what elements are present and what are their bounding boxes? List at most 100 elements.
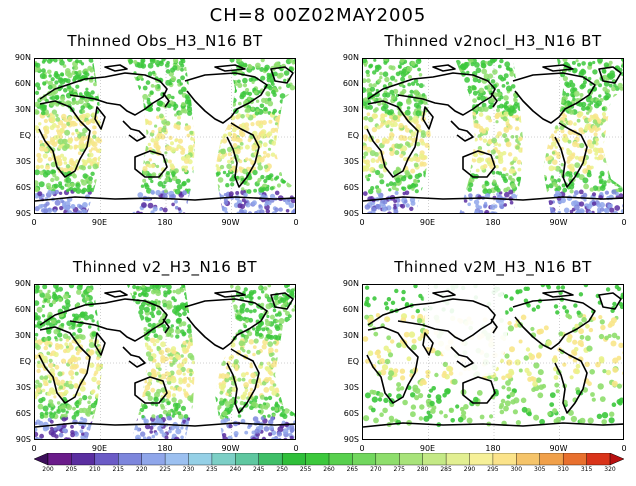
lat-tick-label: 90N (342, 279, 359, 288)
colorbar-tick-label: 290 (463, 466, 476, 473)
map-panel-obs: Thinned Obs_H3_N16 BT (34, 32, 296, 244)
colorbar-tick-label: 310 (557, 466, 569, 473)
colorbar-bin (352, 452, 377, 466)
colorbar-tick-label: 320 (604, 466, 616, 473)
swath-gap (513, 59, 563, 213)
colorbar-bin (375, 452, 400, 466)
lon-tick-label: 0 (293, 444, 299, 453)
colorbar-scale (33, 452, 625, 466)
map-panel-v2m: Thinned v2M_H3_N16 BT (362, 258, 624, 470)
colorbar-bin (71, 452, 96, 466)
colorbar-tick-label: 220 (135, 466, 148, 473)
map-panel-v2: Thinned v2_H3_N16 BT (34, 258, 296, 470)
colorbar-bin (281, 452, 307, 466)
gridlines (35, 59, 295, 213)
lat-tick-label: 30S (15, 383, 31, 392)
colorbar-labels: 200 205 210 215 220 225 230 235 240 245 250 255 260 2… (34, 466, 624, 476)
map-area (34, 284, 296, 440)
coastlines (35, 64, 295, 202)
swath-gap (185, 285, 235, 439)
lon-tick-label: 0 (293, 218, 299, 227)
lat-tick-label: 90S (343, 435, 359, 444)
colorbar-bin (469, 452, 494, 466)
colorbar-tick-label: 275 (393, 466, 405, 473)
map-area (362, 284, 624, 440)
colorbar-bin (328, 452, 353, 466)
lon-tick-label: 0 (31, 218, 37, 227)
colorbar-tick-label: 245 (253, 466, 265, 473)
colorbar-tick-label: 225 (159, 466, 171, 473)
lon-tick-label: 90W (221, 444, 240, 453)
colorbar-tick-label: 315 (580, 466, 593, 473)
lon-tick-label: 180 (157, 218, 173, 227)
map-area (34, 58, 296, 214)
colorbar-bin (118, 452, 143, 466)
swath-gap (87, 285, 147, 439)
lat-tick-label: 30S (343, 157, 359, 166)
gridlines (363, 59, 623, 213)
lon-tick-label: 90W (221, 218, 240, 227)
lat-tick-label: 60S (343, 409, 359, 418)
lon-tick-label: 0 (359, 218, 365, 227)
gridlines (363, 285, 623, 439)
colorbar-tick-label: 210 (89, 466, 101, 473)
colorbar-bin (422, 452, 447, 466)
lat-tick-label: EQ (347, 131, 359, 140)
lat-tick-label: 90S (15, 435, 31, 444)
colorbar-bin (258, 452, 283, 466)
lat-tick-label: 90N (342, 53, 359, 62)
lat-tick-label: 30S (343, 383, 359, 392)
swath-gap (275, 90, 295, 188)
lat-tick-label: EQ (19, 131, 31, 140)
lat-tick-label: 90N (14, 53, 31, 62)
lat-tick-label: 90N (14, 279, 31, 288)
colorbar-tick-label: 255 (299, 466, 312, 473)
colorbar-bin (445, 452, 470, 466)
colorbar-bin (188, 452, 213, 466)
colorbar-tick-label: 230 (182, 466, 195, 473)
lon-tick-label: 0 (621, 444, 627, 453)
colorbar-bin (305, 452, 330, 466)
lat-tick-label: 90S (343, 209, 359, 218)
lon-tick-label: 0 (359, 444, 365, 453)
lat-tick-label: 60S (15, 409, 31, 418)
lat-tick-label: 30S (15, 157, 31, 166)
colorbar-low-arrow (33, 452, 49, 466)
lon-tick-label: 90E (91, 218, 108, 227)
panel-title: Thinned v2nocl_H3_N16 BT (384, 32, 602, 50)
colorbar-bin (235, 452, 260, 466)
lon-tick-label: 90E (419, 444, 436, 453)
map-area (362, 58, 624, 214)
lon-tick-label: 180 (485, 444, 501, 453)
figure-title: CH=8 00Z02MAY2005 (209, 5, 427, 26)
lon-tick-label: 90W (549, 218, 568, 227)
colorbar-tick-label: 295 (487, 466, 499, 473)
lon-tick-label: 0 (621, 218, 627, 227)
colorbar-tick-label: 260 (323, 466, 335, 473)
lon-tick-label: 0 (31, 444, 37, 453)
gridlines (35, 285, 295, 439)
panel-title: Thinned v2M_H3_N16 BT (394, 258, 592, 276)
colorbar-bin (211, 452, 236, 466)
coastlines (35, 290, 295, 428)
coastlines (363, 64, 623, 202)
colorbar-tick-label: 250 (276, 466, 288, 473)
lat-tick-label: EQ (347, 357, 359, 366)
lat-tick-label: 30N (14, 331, 31, 340)
colorbar-tick-label: 300 (510, 466, 523, 473)
colorbar-high-arrow (609, 452, 625, 466)
lat-tick-label: 90S (15, 209, 31, 218)
colorbar-tick-label: 265 (346, 466, 359, 473)
swath-gap (185, 59, 235, 213)
swath-gap (87, 59, 147, 213)
colorbar: 200 205 210 215 220 225 230 235 240 245 250 255 260 2… (33, 452, 625, 476)
lat-tick-label: 60S (343, 183, 359, 192)
colorbar-bin (516, 452, 541, 466)
colorbar-tick-label: 200 (42, 466, 54, 473)
lat-tick-label: 60N (14, 79, 31, 88)
lat-tick-label: 60N (342, 305, 359, 314)
lon-tick-label: 180 (157, 444, 173, 453)
colorbar-tick-label: 215 (112, 466, 124, 473)
colorbar-tick-label: 235 (206, 466, 218, 473)
colorbar-bin (94, 452, 119, 466)
